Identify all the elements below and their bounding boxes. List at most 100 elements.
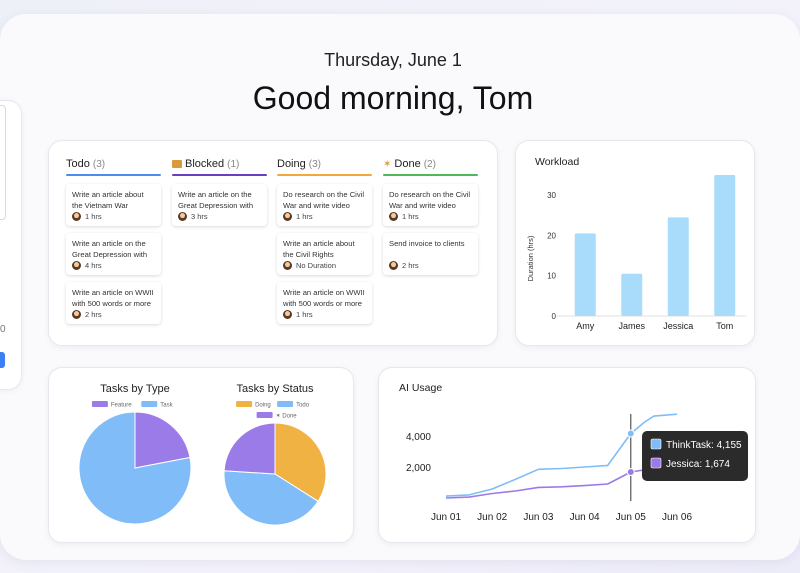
task-title: Write an article on the Great Depression… [72, 239, 148, 259]
task-pie-charts: Tasks by Type Feature Task Tasks by Status D… [78, 383, 327, 526]
column-header: ✶ Done (2) [383, 156, 478, 172]
column-count: (2) [423, 158, 436, 170]
task-meta: 4 hrs [72, 261, 155, 270]
task-card[interactable]: Write an article about the Vietnam War 1 … [66, 184, 161, 226]
ai-usage-chart: 2,000 4,000 Jun 01 Jun 02 Jun 03 Jun 04 Jun 05… [406, 413, 748, 523]
tooltip-swatch [650, 438, 662, 450]
kanban-column-doing: Doing (3) Do research on the Civil War and… [277, 156, 372, 324]
y-tick-label: 30 [547, 191, 556, 200]
task-duration: 1 hrs [85, 212, 102, 221]
task-meta: 1 hrs [283, 310, 366, 319]
x-tick-label: Amy [576, 321, 595, 331]
line-series-jessica [445, 467, 655, 499]
x-tick-label: Tom [716, 321, 733, 331]
x-tick-label: Jun 03 [523, 512, 553, 523]
current-date: Thursday, June 1 [324, 50, 462, 70]
column-underline [277, 174, 372, 176]
column-underline [66, 174, 161, 176]
hover-point [626, 429, 635, 438]
task-pies-card: Tasks by Type Feature Task Tasks by Status D… [48, 367, 354, 543]
assignee-avatar [389, 212, 398, 221]
kanban-column-blocked: Blocked (1) Write an article on the Great … [172, 156, 267, 226]
tooltip-swatch [650, 457, 662, 469]
task-duration: 1 hrs [402, 212, 419, 221]
x-tick-label: Jun 02 [477, 512, 507, 523]
task-meta: 2 hrs [389, 261, 472, 270]
legend-label: Feature [111, 403, 132, 409]
assignee-avatar [283, 212, 292, 221]
task-title: Write an article about the Vietnam War [72, 190, 144, 210]
fence-icon [172, 160, 182, 168]
column-name: Done [394, 158, 421, 170]
task-duration: No Duration [296, 261, 337, 270]
task-meta: 1 hrs [72, 212, 155, 221]
column-underline [172, 174, 267, 176]
legend-label: Task [160, 403, 173, 409]
legend-label: Doing [255, 403, 271, 409]
greeting-title: Good morning, Tom [252, 80, 534, 116]
task-meta: 1 hrs [389, 212, 472, 221]
side-panel-button[interactable] [0, 352, 5, 368]
tooltip-value: Jessica: 1,674 [666, 459, 730, 470]
column-count: (3) [308, 158, 321, 170]
y-tick-label: 10 [547, 272, 556, 281]
side-panel-textarea[interactable] [0, 105, 6, 220]
column-name: Blocked [185, 158, 225, 170]
x-tick-label: Jessica [663, 321, 693, 331]
legend-swatch [91, 401, 108, 407]
task-meta: 1 hrs [283, 212, 366, 221]
task-title: Send invoice to clients [389, 239, 465, 248]
chart-tooltip [642, 431, 748, 481]
task-title: Do research on the Civil War and write v… [389, 190, 471, 210]
x-tick-label: Jun 06 [662, 512, 692, 523]
x-tick-label: James [618, 321, 645, 331]
task-card[interactable]: Send invoice to clients 2 hrs [383, 233, 478, 275]
x-tick-label: Jun 01 [431, 512, 461, 523]
task-title: Write an article on WWII with 500 words … [283, 288, 365, 308]
assignee-avatar [178, 212, 187, 221]
workload-card: Workload 0 10 20 30 Duration (hrs) Amy James Je… [515, 140, 755, 346]
column-name: Doing [277, 158, 306, 170]
bar-tom [714, 175, 736, 316]
legend-swatch [256, 412, 273, 418]
task-card[interactable]: Write an article on WWII with 500 words … [277, 282, 372, 324]
workload-title: Workload [535, 156, 580, 168]
kanban-column-todo: Todo (3) Write an article about the Vietna… [66, 156, 161, 324]
task-duration: 2 hrs [85, 310, 102, 319]
line-series-thinktask [445, 413, 678, 497]
task-title: Write an article about the Civil Rights [283, 239, 355, 259]
column-underline [383, 174, 478, 176]
task-card[interactable]: Write an article on the Great Depression… [172, 184, 267, 226]
pie-slice-feature [134, 411, 191, 469]
assignee-avatar [72, 310, 81, 319]
task-meta: 2 hrs [72, 310, 155, 319]
task-title: Write an article on WWII with 500 words … [72, 288, 154, 308]
column-header: Doing (3) [277, 156, 372, 172]
task-card[interactable]: Write an article on WWII with 500 words … [66, 282, 161, 324]
pie-title: Tasks by Status [236, 383, 314, 395]
task-title: Do research on the Civil War and write v… [283, 190, 365, 210]
assignee-avatar [283, 261, 292, 270]
workload-chart: 0 10 20 30 Duration (hrs) Amy James Jessica Tom [526, 175, 746, 331]
task-card[interactable]: Do research on the Civil War and write v… [383, 184, 478, 226]
task-card[interactable]: Do research on the Civil War and write v… [277, 184, 372, 226]
column-name: Todo [66, 158, 90, 170]
y-tick-label: 4,000 [406, 432, 431, 443]
column-count: (1) [227, 158, 240, 170]
y-axis-label: Duration (hrs) [526, 235, 535, 281]
column-header: Blocked (1) [172, 156, 267, 172]
task-card[interactable]: Write an article about the Civil Rights N… [277, 233, 372, 275]
pie-slice-done [223, 422, 276, 475]
legend-swatch [236, 401, 253, 407]
tooltip-value: ThinkTask: 4,155 [666, 440, 742, 451]
column-count: (3) [92, 158, 106, 170]
legend-label: ✶ Done [276, 413, 298, 420]
task-duration: 2 hrs [402, 261, 419, 270]
assignee-avatar [283, 310, 292, 319]
task-card[interactable]: Write an article on the Great Depression… [66, 233, 161, 275]
x-tick-label: Jun 05 [616, 512, 646, 523]
column-header: Todo (3) [66, 156, 161, 172]
kanban-board-card: Todo (3) Write an article about the Vietna… [48, 140, 498, 346]
assignee-avatar [72, 212, 81, 221]
task-duration: 1 hrs [296, 212, 313, 221]
